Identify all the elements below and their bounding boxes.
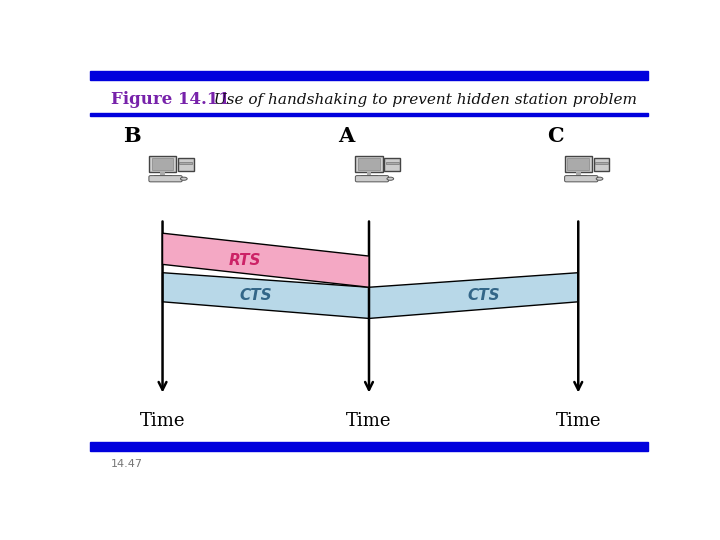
- Bar: [564, 156, 592, 172]
- Bar: [178, 158, 194, 171]
- Bar: [358, 158, 380, 170]
- Ellipse shape: [181, 177, 187, 180]
- Bar: [386, 163, 399, 164]
- Bar: [160, 172, 165, 175]
- Bar: [366, 172, 372, 175]
- Bar: [90, 442, 648, 451]
- Bar: [154, 175, 171, 177]
- Polygon shape: [163, 273, 578, 319]
- Bar: [179, 163, 192, 164]
- FancyBboxPatch shape: [149, 176, 182, 182]
- Text: A: A: [338, 126, 355, 146]
- Bar: [384, 158, 400, 171]
- Bar: [152, 158, 174, 170]
- Bar: [593, 158, 609, 171]
- Bar: [90, 113, 648, 116]
- Bar: [595, 163, 608, 164]
- Text: Use of handshaking to prevent hidden station problem: Use of handshaking to prevent hidden sta…: [204, 93, 637, 107]
- Polygon shape: [163, 233, 369, 287]
- Text: C: C: [548, 126, 564, 146]
- Bar: [149, 156, 176, 172]
- Bar: [361, 175, 377, 177]
- Bar: [567, 158, 589, 170]
- Bar: [576, 172, 581, 175]
- Ellipse shape: [387, 177, 394, 180]
- Ellipse shape: [596, 177, 603, 180]
- Bar: [570, 175, 586, 177]
- FancyBboxPatch shape: [564, 176, 598, 182]
- Bar: [90, 71, 648, 80]
- Text: CTS: CTS: [468, 287, 500, 302]
- Text: Figure 14.11: Figure 14.11: [111, 91, 230, 108]
- Text: Time: Time: [346, 412, 392, 430]
- Text: CTS: CTS: [239, 287, 271, 302]
- Text: B: B: [123, 126, 140, 146]
- FancyBboxPatch shape: [356, 176, 389, 182]
- Text: 14.47: 14.47: [111, 459, 143, 469]
- Text: Time: Time: [140, 412, 185, 430]
- Text: RTS: RTS: [229, 253, 261, 268]
- Bar: [356, 156, 382, 172]
- Text: Time: Time: [556, 412, 601, 430]
